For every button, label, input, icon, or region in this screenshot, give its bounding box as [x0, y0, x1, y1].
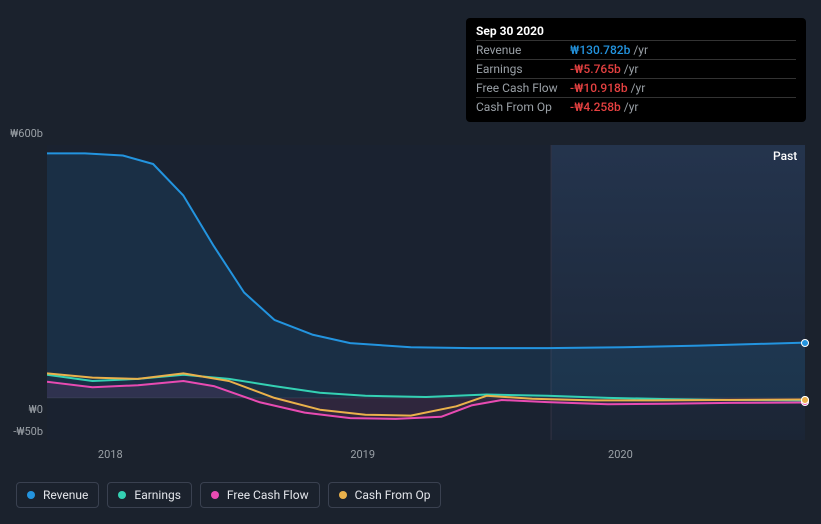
tooltip-row-value: -₩5.765b	[570, 62, 621, 76]
legend-item-earnings[interactable]: Earnings	[107, 482, 192, 508]
chart-tooltip: Sep 30 2020 Revenue₩130.782b/yrEarnings-…	[466, 18, 806, 122]
tooltip-date: Sep 30 2020	[476, 24, 796, 40]
legend-item-cash-from-op[interactable]: Cash From Op	[328, 482, 442, 508]
tooltip-row: Revenue₩130.782b/yr	[476, 40, 796, 59]
legend-dot-icon	[27, 491, 35, 499]
legend-dot-icon	[211, 491, 219, 499]
x-axis-label: 2018	[98, 448, 123, 461]
legend-label: Revenue	[43, 488, 88, 502]
legend-label: Cash From Op	[355, 488, 431, 502]
legend-label: Free Cash Flow	[227, 488, 309, 502]
legend-item-free-cash-flow[interactable]: Free Cash Flow	[200, 482, 320, 508]
legend-label: Earnings	[134, 488, 181, 502]
y-axis-label: ₩600b	[10, 127, 43, 140]
tooltip-row-label: Cash From Op	[476, 100, 570, 114]
legend-dot-icon	[118, 491, 126, 499]
series-end-marker	[801, 396, 809, 404]
x-axis-label: 2019	[350, 448, 375, 461]
past-label: Past	[773, 149, 797, 163]
tooltip-row-value: -₩10.918b	[570, 81, 628, 95]
tooltip-row-suffix: /yr	[633, 43, 648, 57]
tooltip-row-value: ₩130.782b	[570, 43, 630, 57]
tooltip-row-suffix: /yr	[624, 100, 639, 114]
financial-chart	[47, 145, 805, 440]
tooltip-row-suffix: /yr	[624, 62, 639, 76]
chart-legend: Revenue Earnings Free Cash Flow Cash From O…	[16, 482, 441, 508]
tooltip-row-label: Revenue	[476, 43, 570, 57]
legend-item-revenue[interactable]: Revenue	[16, 482, 99, 508]
y-axis-label: ₩0	[29, 403, 43, 416]
tooltip-row: Earnings-₩5.765b/yr	[476, 59, 796, 78]
x-axis-label: 2020	[608, 448, 633, 461]
tooltip-row-suffix: /yr	[631, 81, 646, 95]
legend-dot-icon	[339, 491, 347, 499]
y-axis-label: -₩50b	[13, 425, 43, 438]
tooltip-row-label: Free Cash Flow	[476, 81, 570, 95]
tooltip-row-value: -₩4.258b	[570, 100, 621, 114]
series-end-marker	[801, 339, 809, 347]
tooltip-row: Cash From Op-₩4.258b/yr	[476, 97, 796, 116]
tooltip-row-label: Earnings	[476, 62, 570, 76]
tooltip-row: Free Cash Flow-₩10.918b/yr	[476, 78, 796, 97]
